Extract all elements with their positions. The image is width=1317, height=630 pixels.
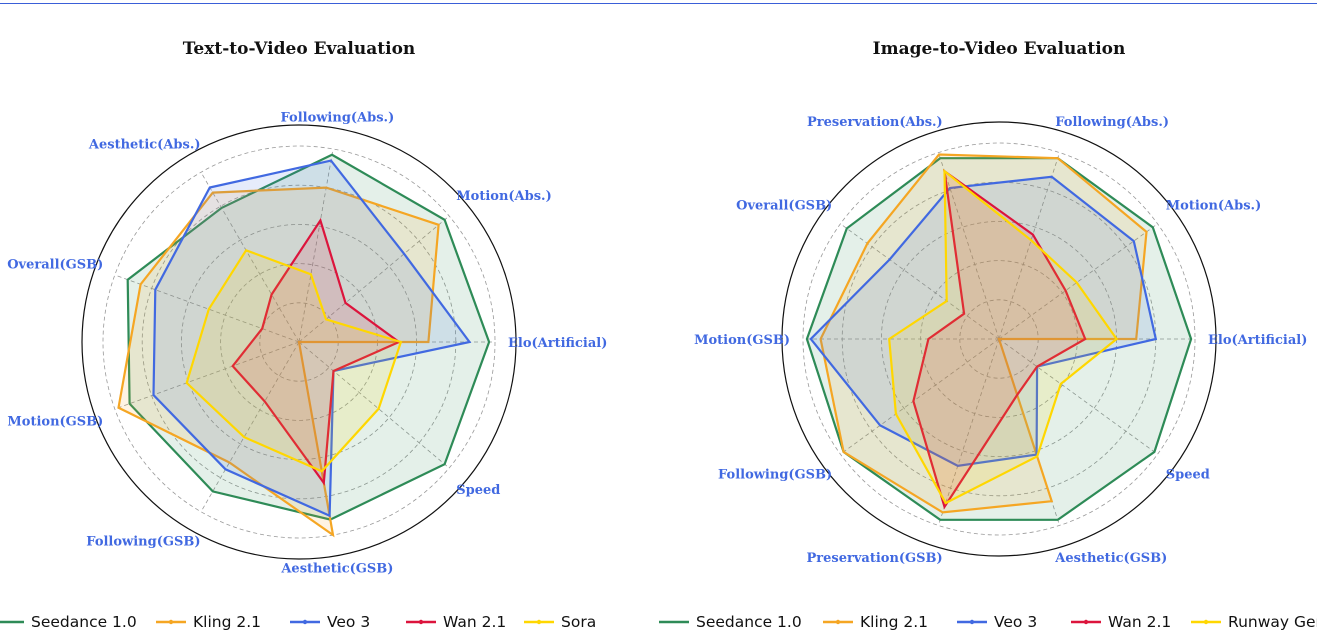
axis-label-motion-abs: Motion(Abs.) xyxy=(1166,198,1261,213)
legend-marker xyxy=(1083,619,1089,625)
grid-spoke xyxy=(938,152,1000,340)
axis-label-preservation-gsb: Preservation(GSB) xyxy=(807,551,943,566)
series-veo-3 xyxy=(809,175,1158,467)
axis-label-aesthetic-gsb: Aesthetic(GSB) xyxy=(1054,551,1167,566)
legend-item-veo-3: Veo 3 xyxy=(957,613,1037,630)
axis-label-following-gsb: Following(GSB) xyxy=(86,534,200,549)
series-wan-2-1 xyxy=(231,217,402,486)
legend-item-seedance-1-0: Seedance 1.0 xyxy=(659,613,802,630)
series-kling-2-1 xyxy=(117,186,440,538)
legend-label: Seedance 1.0 xyxy=(31,613,137,630)
axis-label-motion-gsb: Motion(GSB) xyxy=(694,333,790,348)
legend-label: Kling 2.1 xyxy=(193,613,261,630)
legend-item-veo-3: Veo 3 xyxy=(290,613,370,630)
axis-label-elo-artificial: Elo(Artificial) xyxy=(508,336,607,351)
text-to-video-radar: Text-to-Video Evaluation Elo(Artificial)… xyxy=(7,39,607,577)
legend-item-wan-2-1: Wan 2.1 xyxy=(1071,613,1171,630)
axis-label-preservation-abs: Preservation(Abs.) xyxy=(807,115,943,130)
legend-label: Runway Gen4 xyxy=(1228,613,1317,630)
legend-item-runway-gen4: Runway Gen4 xyxy=(1191,613,1317,630)
axis-label-overall-gsb: Overall(GSB) xyxy=(736,198,832,213)
grid-spoke xyxy=(298,341,450,469)
legend-label: Seedance 1.0 xyxy=(696,613,802,630)
axis-label-following-gsb: Following(GSB) xyxy=(718,468,832,483)
outer-frame xyxy=(781,121,1217,557)
legend-marker xyxy=(969,619,975,625)
top-border-line xyxy=(0,3,1317,4)
axis-label-overall-gsb: Overall(GSB) xyxy=(7,258,103,273)
axis-label-aesthetic-abs: Aesthetic(Abs.) xyxy=(88,138,201,153)
axis-label-motion-gsb: Motion(GSB) xyxy=(7,414,103,429)
grid-spoke xyxy=(114,274,300,343)
legend-item-kling-2-1: Kling 2.1 xyxy=(156,613,261,630)
grid-spoke xyxy=(998,338,1158,455)
axis-label-elo-artificial: Elo(Artificial) xyxy=(1208,333,1307,348)
outer-frame xyxy=(81,124,517,560)
legend-marker xyxy=(168,619,174,625)
legend-marker xyxy=(302,619,308,625)
axis-label-speed: Speed xyxy=(456,483,500,498)
grid-spoke xyxy=(938,338,1000,526)
grid-spoke xyxy=(840,338,1000,455)
series-sora xyxy=(185,248,403,473)
legend-label: Veo 3 xyxy=(327,613,370,630)
legend-item-wan-2-1: Wan 2.1 xyxy=(406,613,506,630)
axis-label-following-abs: Following(Abs.) xyxy=(1055,115,1169,130)
legend-marker xyxy=(536,619,542,625)
legend-label: Sora xyxy=(561,613,596,630)
legend-label: Veo 3 xyxy=(994,613,1037,630)
grid-spoke xyxy=(200,172,300,343)
grid-ring xyxy=(802,142,1196,536)
legend-label: Wan 2.1 xyxy=(443,613,506,630)
image-to-video-radar: Image-to-Video Evaluation Elo(Artificial… xyxy=(694,39,1307,566)
chart-title: Image-to-Video Evaluation xyxy=(873,39,1126,59)
grid-ring xyxy=(102,145,496,539)
grid-spoke xyxy=(298,148,334,343)
grid-spoke xyxy=(298,215,450,343)
legend-item-kling-2-1: Kling 2.1 xyxy=(823,613,928,630)
axis-label-speed: Speed xyxy=(1166,468,1210,483)
legend-label: Wan 2.1 xyxy=(1108,613,1171,630)
axis-label-following-abs: Following(Abs.) xyxy=(281,110,395,125)
chart-title: Text-to-Video Evaluation xyxy=(183,39,416,59)
legend: Seedance 1.0 Kling 2.1 Veo 3 Wan 2.1 Sora xyxy=(0,613,596,630)
grid-spoke xyxy=(998,223,1158,340)
axis-label-motion-abs: Motion(Abs.) xyxy=(456,189,551,204)
legend-marker xyxy=(418,619,424,625)
grid-spoke xyxy=(114,341,300,410)
grid-spoke xyxy=(998,152,1060,340)
series-runway-gen4 xyxy=(888,168,1119,505)
legend-marker xyxy=(835,619,841,625)
grid-spoke xyxy=(200,341,300,512)
legend-label: Kling 2.1 xyxy=(860,613,928,630)
legend: Seedance 1.0 Kling 2.1 Veo 3 Wan 2.1 Runway … xyxy=(659,613,1317,630)
legend-marker xyxy=(1203,619,1209,625)
axis-label-aesthetic-gsb: Aesthetic(GSB) xyxy=(280,562,393,577)
legend-item-sora: Sora xyxy=(524,613,596,630)
legend-item-seedance-1-0: Seedance 1.0 xyxy=(0,613,137,630)
